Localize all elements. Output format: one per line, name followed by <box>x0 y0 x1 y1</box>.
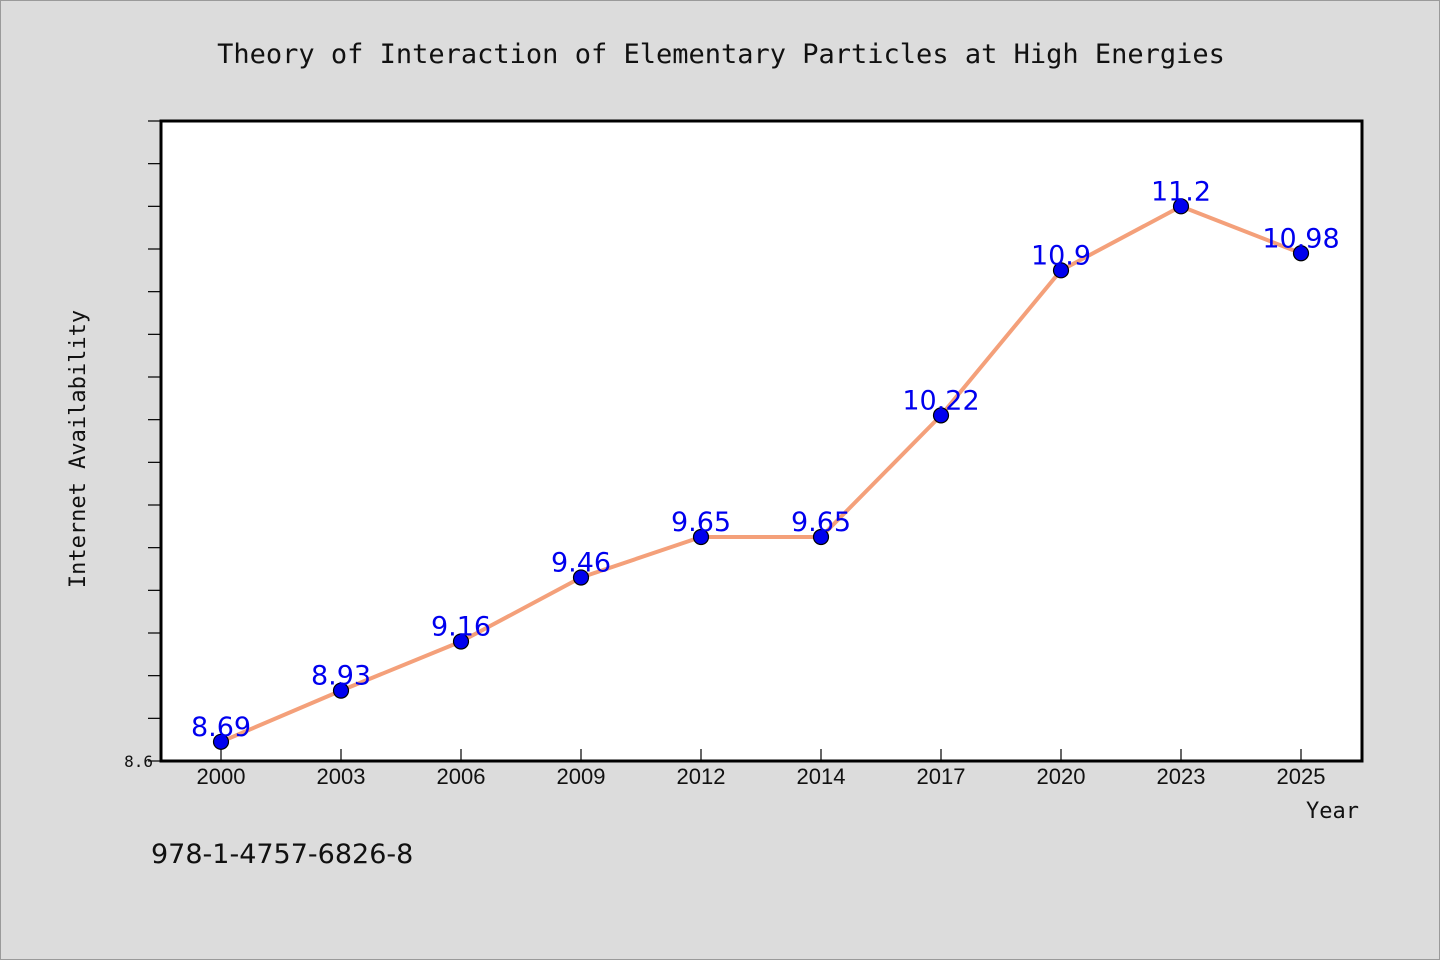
data-point <box>572 569 590 586</box>
chart-title: Theory of Interaction of Elementary Part… <box>217 39 1225 70</box>
x-tick-label: 2017 <box>917 764 966 789</box>
x-tick-label: 2014 <box>797 764 846 789</box>
data-point <box>332 682 350 699</box>
plot-area <box>159 119 1364 763</box>
data-label: 10.22 <box>902 385 979 416</box>
data-label: 11.2 <box>1151 176 1211 207</box>
data-labels: 8.69 8.93 9.16 9.46 9.65 9.65 10.22 10.9 11.2 10.… <box>191 176 1340 742</box>
data-point <box>452 633 470 650</box>
x-tick-label: 2025 <box>1277 764 1326 789</box>
x-tick-label: 2012 <box>677 764 726 789</box>
data-point <box>1172 198 1190 215</box>
x-tick-label: 2020 <box>1037 764 1086 789</box>
data-point <box>212 733 230 750</box>
series-line <box>219 204 1303 744</box>
data-point <box>932 407 950 424</box>
x-tick-label: 2000 <box>197 764 246 789</box>
x-tick-label: 2023 <box>1157 764 1206 789</box>
data-point <box>1052 262 1070 279</box>
data-label: 10.98 <box>1262 223 1339 254</box>
data-point <box>812 528 830 546</box>
x-axis-ticks: 2000 2003 2006 2009 2012 2014 2017 2020 2023 2025 <box>197 749 1326 789</box>
series-layer <box>212 198 1310 750</box>
data-label: 8.93 <box>311 661 371 692</box>
data-label: 9.65 <box>671 507 731 538</box>
x-axis-label: Year <box>1306 799 1359 824</box>
y-axis-label: Internet Availability <box>66 310 91 588</box>
data-label: 9.16 <box>431 612 491 643</box>
isbn-footer: 978-1-4757-6826-8 <box>151 839 413 870</box>
data-label: 9.46 <box>551 548 611 579</box>
data-point <box>1292 245 1310 262</box>
x-tick-label: 2003 <box>317 764 366 789</box>
data-label: 10.9 <box>1031 240 1091 271</box>
data-point <box>692 528 710 546</box>
data-label: 8.69 <box>191 712 251 743</box>
data-label: 9.65 <box>791 507 851 538</box>
x-tick-label: 2009 <box>557 764 606 789</box>
y-axis-min-label: 8.6 <box>124 752 153 771</box>
x-tick-label: 2006 <box>437 764 486 789</box>
y-axis-ticks <box>148 120 161 762</box>
